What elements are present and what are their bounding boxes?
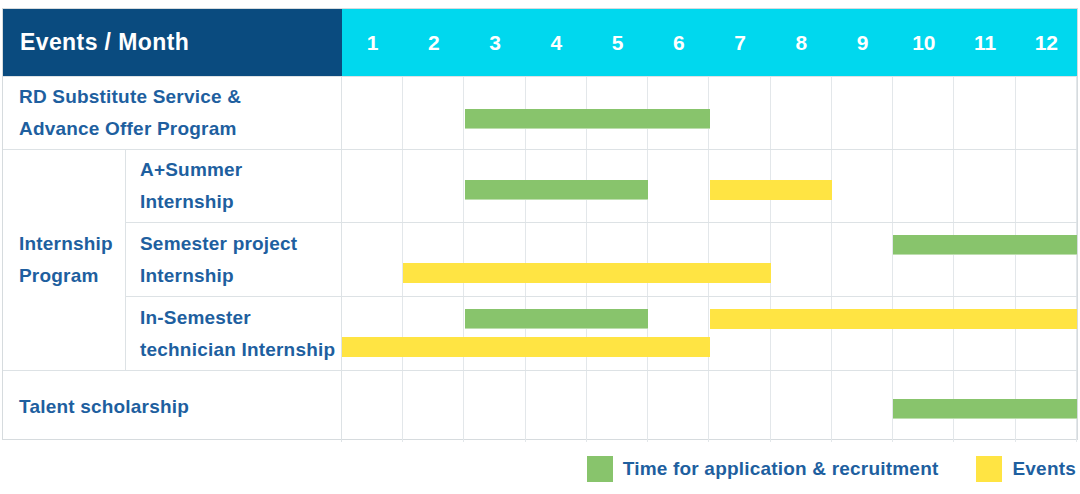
legend-swatch-application-icon [587,456,613,482]
legend-swatch-events-icon [976,456,1002,482]
group-label-line: Program [19,260,125,292]
schedule-table: Events / Month 123456789101112 RD Substi… [2,8,1078,440]
row-label-line: RD Substitute Service & [19,81,341,113]
gantt-track-a-plus-summer-internship [342,150,1077,222]
month-header-5: 5 [587,9,648,76]
row-label-semester-project-internship: Semester project Internship [125,223,342,296]
gantt-bar-application [893,235,1077,255]
row-label-line: Advance Offer Program [19,113,341,145]
events-month-header-label: Events / Month [20,29,189,56]
month-header-row: 123456789101112 [342,9,1077,76]
table-row: Semester project Internship [125,222,1077,296]
internship-program-subrows: A+Summer Internship Semester project Int… [125,150,1077,370]
month-header-11: 11 [955,9,1016,76]
gantt-track-semester-project-internship [342,223,1077,296]
gantt-bar-event [342,337,710,357]
row-label-line: technician Internship [140,334,341,366]
group-label-line: Internship [19,228,125,260]
internship-program-group: Internship Program A+Summer Internship S… [3,149,1077,370]
legend: Time for application & recruitment Event… [587,456,1076,482]
gantt-bar-application [465,180,649,200]
table-row: A+Summer Internship [125,150,1077,222]
month-header-3: 3 [465,9,526,76]
gantt-track-in-semester-technician-internship [342,297,1077,370]
month-header-9: 9 [832,9,893,76]
row-label-line: In-Semester [140,302,341,334]
month-header-12: 12 [1016,9,1077,76]
gantt-bar-application [465,109,710,129]
gantt-schedule: Events / Month 123456789101112 RD Substi… [0,0,1080,494]
gantt-bar-event [403,263,771,283]
month-header-10: 10 [893,9,954,76]
gantt-bar-application [465,309,649,329]
gantt-bar-event [710,180,833,200]
gantt-bar-event [710,309,1078,329]
gantt-track-talent-scholarship [342,371,1077,442]
table-row: RD Substitute Service & Advance Offer Pr… [3,76,1077,149]
legend-label-events: Events [1012,458,1076,480]
month-header-6: 6 [648,9,709,76]
table-header-row: Events / Month 123456789101112 [3,9,1077,76]
gantt-bar-application [893,399,1077,419]
row-label-a-plus-summer-internship: A+Summer Internship [125,150,342,222]
row-label-in-semester-technician-internship: In-Semester technician Internship [125,297,342,370]
row-label-talent-scholarship: Talent scholarship [3,371,342,442]
month-header-1: 1 [342,9,403,76]
row-label-line: Internship [140,186,341,218]
month-header-2: 2 [403,9,464,76]
table-row: Talent scholarship [3,370,1077,442]
row-label-rd-substitute-service: RD Substitute Service & Advance Offer Pr… [3,77,342,149]
month-header-7: 7 [710,9,771,76]
gantt-track-rd-substitute-service [342,77,1077,149]
month-header-8: 8 [771,9,832,76]
events-month-header-cell: Events / Month [3,9,342,76]
row-label-line: A+Summer [140,154,341,186]
month-header-4: 4 [526,9,587,76]
row-label-line: Internship [140,260,341,292]
group-label-internship-program: Internship Program [3,150,125,370]
row-label-line: Semester project [140,228,341,260]
legend-label-application: Time for application & recruitment [623,458,939,480]
row-label-line: Talent scholarship [19,391,341,423]
table-row: In-Semester technician Internship [125,296,1077,370]
